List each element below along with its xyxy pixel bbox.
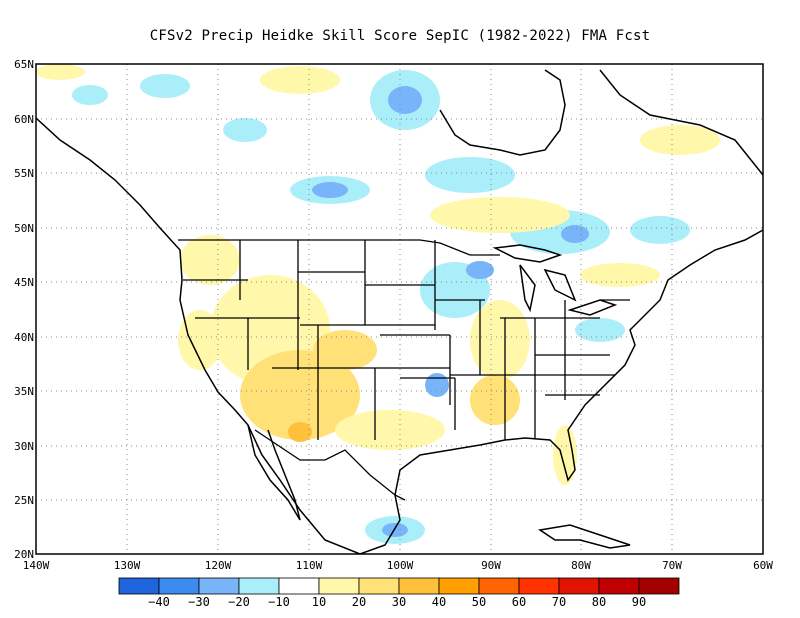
colorbar-tick-label: 60 [511,595,527,609]
lon-label: 60W [753,559,773,572]
shade-yellow-10 [430,197,570,233]
political-boundaries [178,239,630,501]
colorbar-swatch [438,577,480,595]
colorbar-swatch [318,577,360,595]
shade-yellow-10 [470,300,530,380]
lat-label: 35N [14,385,34,398]
colorbar-tick-label: −10 [268,595,290,609]
colorbar-tick-label: −20 [228,595,250,609]
gulf-east-coastline [359,229,763,554]
shade-yellow-10 [335,410,445,450]
shade-yellow-10 [36,64,85,80]
shade-yellow-20 [240,350,360,440]
shade-blue-20 [561,225,589,243]
shade-blue-20 [382,523,408,537]
shade-yellow-10 [178,310,222,370]
lat-label: 45N [14,276,34,289]
coastlines [36,69,763,554]
colorbar-tick-label: 40 [431,595,447,609]
colorbar-swatch [398,577,440,595]
colorbar-tick-label: 20 [351,595,367,609]
us-canada-border [178,239,500,256]
colorbar-tick-label: −40 [148,595,170,609]
lake-michigan [519,264,536,313]
us-mexico-border [254,429,406,501]
shade-blue-10 [223,118,267,142]
grid-lines [36,64,763,554]
colorbar-tick-label: 90 [631,595,647,609]
shade-blue-20 [312,182,348,198]
map-title: CFSv2 Precip Heidke Skill Score SepIC (1… [149,28,651,44]
shade-blue-10 [140,74,190,98]
colorbar-tick-label: 10 [311,595,327,609]
shade-yellow-10 [640,125,720,155]
lake-huron [543,268,577,302]
colorbar-tick-label: −30 [188,595,210,609]
lat-label: 50N [14,222,34,235]
shade-blue-10 [72,85,108,105]
lon-label: 120W [204,559,232,572]
lat-label: 30N [14,440,34,453]
colorbar-swatch [518,577,560,595]
lat-label: 55N [14,167,34,180]
lon-label: 90W [481,559,501,572]
shade-blue-10 [575,318,625,342]
shade-blue-10 [630,216,690,244]
colorbar-swatch [118,577,160,595]
baja-coastline [247,424,301,521]
lon-label: 130W [113,559,141,572]
cuba-coastline [538,524,631,549]
lake-erie [567,299,618,316]
colorbar-swatch [478,577,520,595]
shade-orange-30 [288,422,312,442]
shade-yellow-20 [313,330,377,370]
colorbar-tick-label: 70 [551,595,567,609]
labrador-coastline [599,69,763,176]
colorbar-swatch [278,577,320,595]
colorbar-swatch [558,577,600,595]
west-coastline [36,117,361,554]
lon-label: 100W [386,559,414,572]
colorbar [118,577,680,595]
colorbar-swatch [598,577,640,595]
lon-label: 80W [571,559,591,572]
score-shading [36,64,720,544]
shade-yellow-10 [260,66,340,94]
shade-blue-20 [466,261,494,279]
colorbar-swatch [198,577,240,595]
colorbar-swatch [638,577,680,595]
lat-label: 40N [14,331,34,344]
colorbar-tick-label: 50 [471,595,487,609]
hudson-bay-coastline [439,69,566,156]
colorbar-swatch [358,577,400,595]
colorbar-tick-label: 80 [591,595,607,609]
lat-label: 25N [14,494,34,507]
lat-label: 60N [14,113,34,126]
shade-yellow-10 [180,235,240,285]
colorbar-swatch [158,577,200,595]
lon-label: 140W [22,559,50,572]
colorbar-swatch [238,577,280,595]
shade-yellow-20 [470,375,520,425]
shade-blue-20 [388,86,422,114]
lat-label: 65N [14,58,34,71]
shade-yellow-10 [580,263,660,287]
lon-label: 70W [662,559,682,572]
lat-label: 20N [14,548,34,561]
colorbar-tick-label: 30 [391,595,407,609]
shade-yellow-10 [553,425,577,485]
lake-superior [492,244,563,263]
map-frame [35,63,764,555]
shade-blue-10 [425,157,515,193]
lon-label: 110W [295,559,323,572]
shade-blue-20 [425,373,449,397]
